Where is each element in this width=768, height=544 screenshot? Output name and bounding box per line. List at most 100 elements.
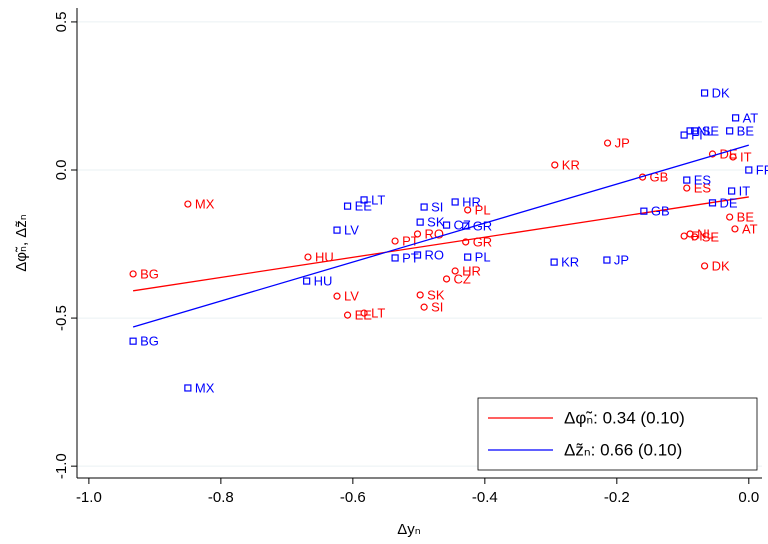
point-label: MX xyxy=(195,380,215,395)
point xyxy=(451,198,459,206)
point-label: RO xyxy=(425,226,445,241)
point-label: LV xyxy=(344,223,359,238)
point-label: PT xyxy=(402,234,419,249)
point xyxy=(413,230,422,238)
point-label: HR xyxy=(462,263,481,278)
point xyxy=(391,254,399,262)
point xyxy=(303,277,311,285)
point-label: IT xyxy=(740,149,752,164)
y-tick-label: 0.0 xyxy=(53,160,70,181)
point-label: KR xyxy=(562,157,580,172)
point xyxy=(603,139,612,147)
point-label: KR xyxy=(561,255,579,270)
point-label: MX xyxy=(195,196,215,211)
point-label: AT xyxy=(742,221,758,236)
point xyxy=(726,127,734,135)
point xyxy=(184,200,192,208)
point-label: SI xyxy=(431,199,443,214)
point xyxy=(745,166,753,174)
point xyxy=(333,292,341,300)
point xyxy=(680,131,688,139)
y-tick-label: 0.5 xyxy=(53,11,70,32)
point-label: BG xyxy=(140,266,159,281)
legend-label: Δφ̃ₙ: 0.34 (0.10) xyxy=(564,408,685,427)
x-tick-label: -0.6 xyxy=(340,489,366,506)
point xyxy=(683,184,691,192)
x-tick-label: -1.0 xyxy=(76,489,102,506)
point-label: EE xyxy=(355,308,373,323)
y-axis-label: Δφ̃ₙ, Δz̃ₙ xyxy=(13,214,30,272)
point xyxy=(640,207,648,215)
point xyxy=(603,256,611,264)
point xyxy=(728,187,736,195)
point xyxy=(129,337,137,345)
point-label: BE xyxy=(737,123,755,138)
fit-line xyxy=(132,144,749,328)
x-tick-label: -0.8 xyxy=(208,489,234,506)
point xyxy=(464,253,472,261)
point xyxy=(416,218,424,226)
point xyxy=(304,253,312,261)
point-label: SI xyxy=(431,300,443,315)
point xyxy=(413,251,422,259)
point xyxy=(416,291,424,299)
y-tick-label: -0.5 xyxy=(53,305,70,331)
point-label: LT xyxy=(371,305,385,320)
point-label: PL xyxy=(475,250,491,265)
point xyxy=(550,258,558,266)
x-tick-label: -0.4 xyxy=(472,489,498,506)
point-label: PL xyxy=(475,202,491,217)
point xyxy=(420,203,428,211)
point-label: SE xyxy=(702,229,720,244)
point-label: FI xyxy=(691,127,703,142)
fit-line xyxy=(132,196,749,292)
point xyxy=(708,199,717,207)
point-label: FR xyxy=(756,162,768,177)
point xyxy=(732,114,740,122)
point-label: ES xyxy=(694,173,712,188)
point xyxy=(391,237,399,245)
legend xyxy=(477,397,758,471)
point-label: SK xyxy=(427,287,445,302)
point-label: IT xyxy=(739,183,751,198)
point-label: JP xyxy=(615,135,630,150)
point xyxy=(729,153,737,161)
point xyxy=(129,270,137,278)
point xyxy=(731,225,739,233)
point xyxy=(691,233,699,241)
point-label: CZ xyxy=(454,271,471,286)
point xyxy=(343,311,352,319)
y-tick-label: -1.0 xyxy=(53,453,70,479)
point xyxy=(184,384,192,392)
point-label: SK xyxy=(427,215,445,230)
point-label: DE xyxy=(720,195,738,210)
point-label: AT xyxy=(743,110,759,125)
point xyxy=(360,309,368,317)
point-label: RO xyxy=(425,247,445,262)
legend-label: Δz̃ₙ: 0.66 (0.10) xyxy=(564,440,682,459)
point xyxy=(691,127,699,135)
point xyxy=(464,206,472,214)
point-label: HR xyxy=(462,194,481,209)
point-label: LT xyxy=(371,192,385,207)
point xyxy=(683,176,691,184)
x-tick-label: -0.2 xyxy=(604,489,630,506)
point xyxy=(551,161,559,169)
point xyxy=(708,150,717,158)
point xyxy=(462,238,470,246)
point-label: BE xyxy=(737,210,755,225)
point-label: SE xyxy=(702,123,720,138)
point-label: EE xyxy=(355,199,373,214)
point-label: BG xyxy=(140,334,159,349)
point xyxy=(700,89,709,97)
x-tick-label: 0.0 xyxy=(738,489,759,506)
point xyxy=(333,226,341,234)
point-label: NL xyxy=(697,226,714,241)
point xyxy=(442,275,451,283)
point-label: FI xyxy=(691,228,703,243)
point xyxy=(343,202,352,210)
point-label: GB xyxy=(651,204,670,219)
point xyxy=(442,221,451,229)
